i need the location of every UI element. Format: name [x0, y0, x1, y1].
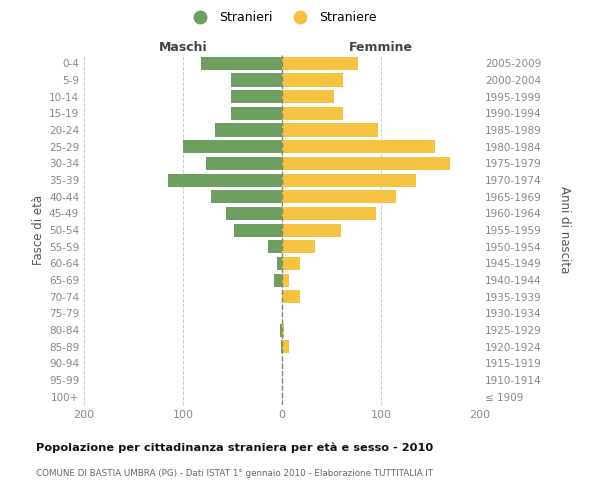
Bar — [201, 57, 282, 70]
Bar — [206, 157, 282, 170]
Text: Femmine: Femmine — [349, 41, 413, 54]
Bar — [168, 174, 282, 186]
Bar — [282, 140, 436, 153]
Bar — [282, 224, 341, 236]
Bar — [230, 107, 282, 120]
Bar — [282, 290, 300, 303]
Bar — [183, 140, 282, 153]
Bar — [282, 190, 396, 203]
Bar — [281, 340, 282, 353]
Bar — [226, 207, 282, 220]
Text: Maschi: Maschi — [158, 41, 208, 54]
Bar — [282, 107, 343, 120]
Bar — [211, 190, 282, 203]
Bar — [282, 174, 416, 186]
Bar — [282, 274, 289, 286]
Bar — [282, 207, 376, 220]
Bar — [280, 324, 282, 336]
Bar — [282, 90, 334, 103]
Bar — [230, 90, 282, 103]
Bar — [282, 340, 289, 353]
Bar — [282, 157, 450, 170]
Bar — [282, 74, 343, 86]
Bar — [282, 240, 314, 253]
Bar — [230, 74, 282, 86]
Legend: Stranieri, Straniere: Stranieri, Straniere — [183, 6, 381, 29]
Bar — [235, 224, 282, 236]
Text: Popolazione per cittadinanza straniera per età e sesso - 2010: Popolazione per cittadinanza straniera p… — [36, 442, 433, 453]
Bar — [282, 257, 300, 270]
Y-axis label: Anni di nascita: Anni di nascita — [558, 186, 571, 274]
Bar — [274, 274, 282, 286]
Y-axis label: Fasce di età: Fasce di età — [32, 195, 45, 265]
Bar — [282, 324, 284, 336]
Bar — [268, 240, 282, 253]
Bar — [282, 124, 378, 136]
Bar — [282, 57, 358, 70]
Text: COMUNE DI BASTIA UMBRA (PG) - Dati ISTAT 1° gennaio 2010 - Elaborazione TUTTITAL: COMUNE DI BASTIA UMBRA (PG) - Dati ISTAT… — [36, 468, 433, 477]
Bar — [215, 124, 282, 136]
Bar — [277, 257, 282, 270]
